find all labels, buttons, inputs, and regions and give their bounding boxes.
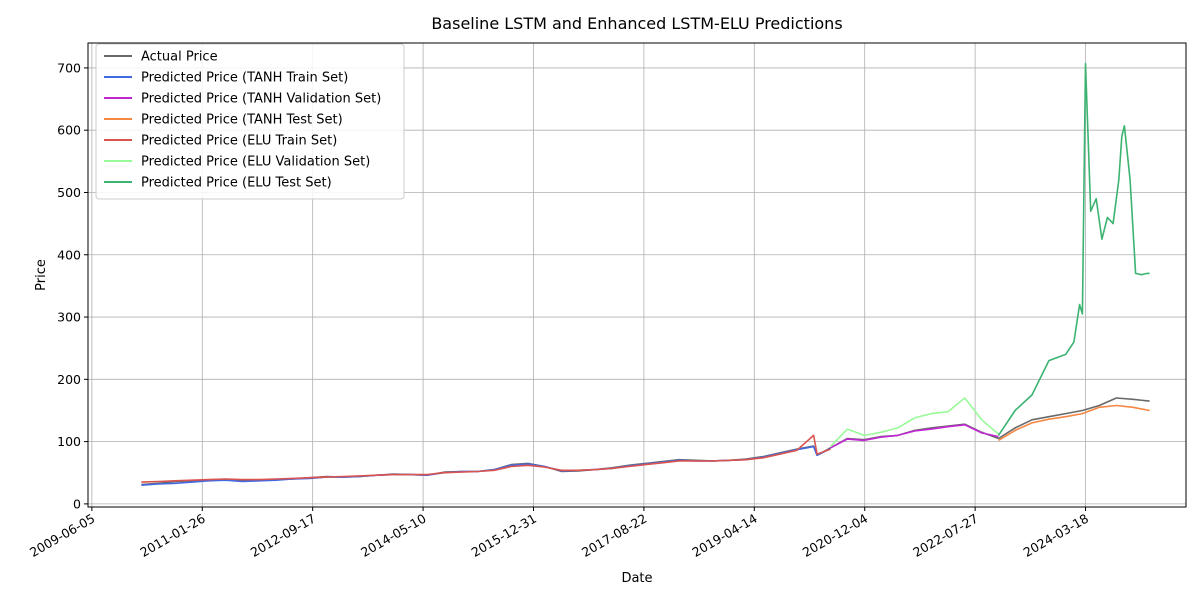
y-tick-label: 0 [73,496,81,511]
series-line [997,62,1150,436]
legend-box [95,43,405,200]
y-tick-label: 400 [57,247,81,262]
y-tick-label: 500 [57,185,81,200]
series-line [998,404,1150,442]
y-tick-label: 300 [57,310,81,325]
series-line [829,397,1000,448]
x-tick-label: 2022-07-27 [910,511,980,560]
x-tick-label: 2024-03-18 [1021,511,1091,560]
x-tick-label: 2014-05-10 [358,511,428,560]
legend-entry-label: Predicted Price (TANH Validation Set) [141,92,381,107]
x-tick-label: 2009-06-05 [27,511,97,560]
x-tick-label: 2020-12-04 [800,511,870,560]
legend-entry-label: Actual Price [141,50,218,65]
legend-entry-label: Predicted Price (ELU Test Set) [141,176,332,191]
legend-entry-label: Predicted Price (TANH Test Set) [141,113,343,128]
chart-title: Baseline LSTM and Enhanced LSTM-ELU Pred… [431,14,842,33]
x-tick-label: 2019-04-14 [689,511,759,560]
y-tick-label: 700 [57,60,81,75]
y-axis-title: Price [34,259,49,291]
x-tick-label: 2012-09-17 [248,511,318,560]
legend: Actual Price Predicted Price (TANH Train … [95,43,405,200]
y-tick-label: 100 [57,434,81,449]
x-tick-label: 2015-12-31 [469,511,539,560]
x-tick-label: 2011-01-26 [137,511,207,560]
y-tick-label: 600 [57,123,81,138]
legend-entry-label: Predicted Price (TANH Train Set) [141,71,348,86]
plot-frame [87,42,1187,508]
y-tick-label: 200 [57,372,81,387]
legend-entry-label: Predicted Price (ELU Validation Set) [141,155,370,170]
series-line [830,423,999,449]
series-line [141,434,831,483]
x-tick-label: 2017-08-22 [579,511,649,560]
x-axis-title: Date [621,571,652,586]
legend-entry-label: Predicted Price (ELU Train Set) [141,134,337,149]
